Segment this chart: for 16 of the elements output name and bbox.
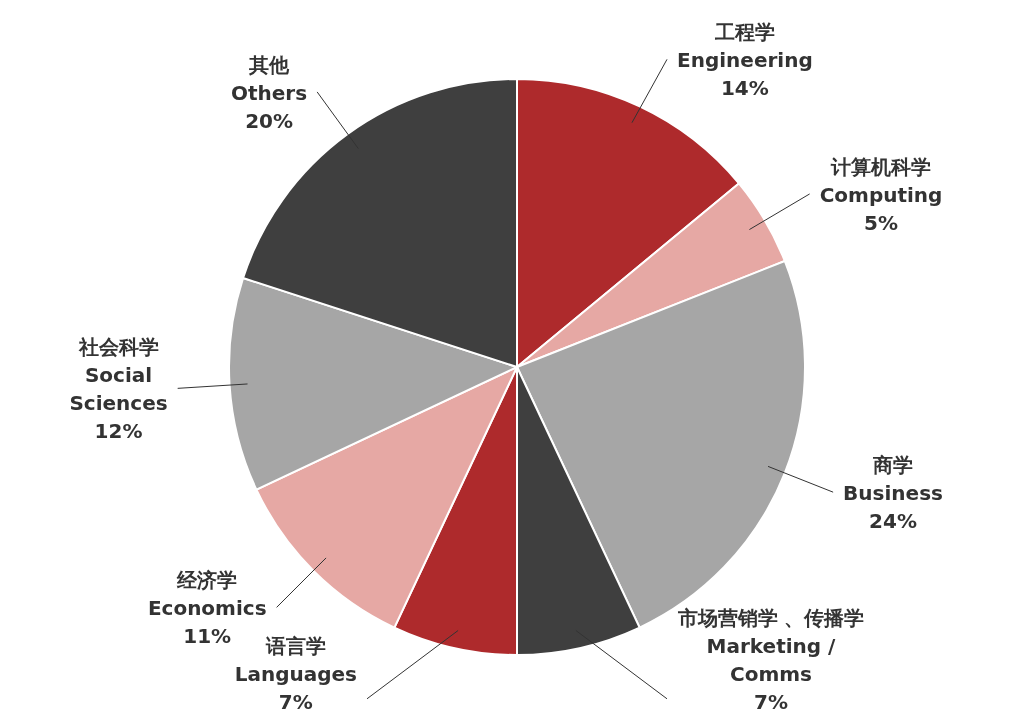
data-label: 20% xyxy=(245,108,294,133)
data-label: 7% xyxy=(278,690,313,714)
data-label: 12% xyxy=(94,419,143,444)
data-label: 7% xyxy=(754,690,788,714)
data-label: 14% xyxy=(720,76,769,101)
slice-label: 商学 Business xyxy=(843,453,943,506)
slice-label: 市场营销学 、传播学 Marketing / Comms xyxy=(676,606,865,686)
slice-label: 计算机科学 Computing xyxy=(819,154,943,207)
slice-label: 工程学 Engineering xyxy=(677,20,813,73)
slice-label: 社会科学 Social Sciences xyxy=(69,335,168,416)
data-label: 11% xyxy=(183,624,232,649)
data-label: 24% xyxy=(869,509,917,534)
slice-label: 语言学 Languages xyxy=(234,634,357,686)
slice-label: 经济学 Economics xyxy=(147,568,267,621)
data-label: 5% xyxy=(864,210,899,235)
slice-label: 其他 Others xyxy=(231,52,308,105)
